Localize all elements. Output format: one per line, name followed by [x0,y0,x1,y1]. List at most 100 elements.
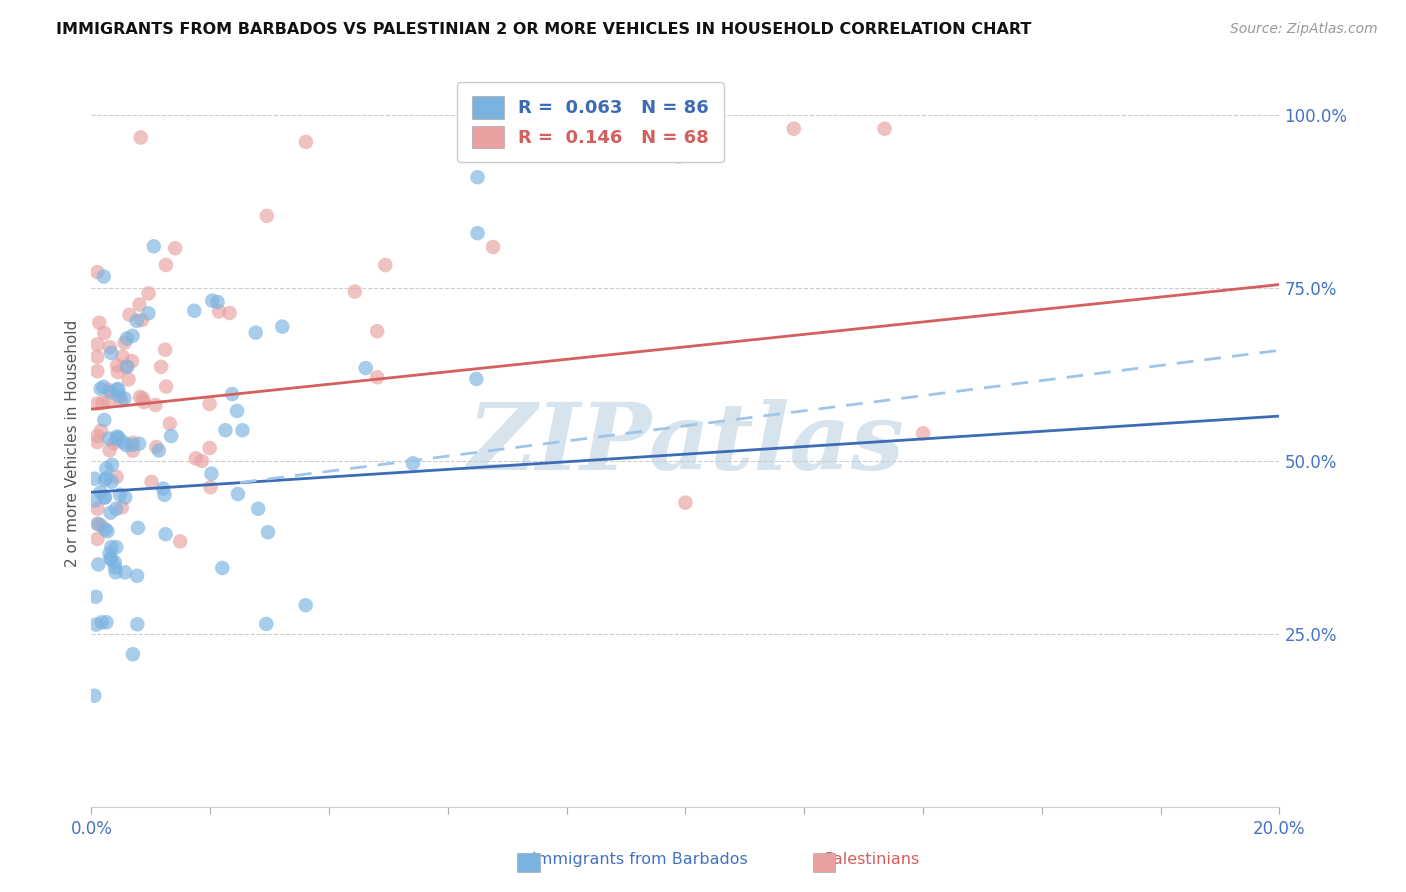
Point [100,475,122,489]
Point [105,383,128,397]
Point [105,540,128,554]
Point [105,359,128,373]
Point [153,343,176,357]
Point [105,470,128,484]
Point [183,303,205,318]
Point [129,130,152,145]
Point [155,379,177,393]
Point [138,306,160,320]
Point [668,150,690,164]
Point [271,319,294,334]
Point [128,436,150,450]
Point [93,473,115,487]
Point [128,297,150,311]
Point [90,424,112,438]
Point [148,443,170,458]
Point [366,370,388,384]
Point [165,241,187,255]
Y-axis label: 2 or more Vehicles in Household: 2 or more Vehicles in Household [65,320,80,567]
Point [142,239,165,253]
Point [402,456,425,470]
Point [343,285,366,299]
Point [482,240,505,254]
Point [115,332,138,346]
Point [911,426,934,441]
Point [138,286,160,301]
Text: Source: ZipAtlas.com: Source: ZipAtlas.com [1230,22,1378,37]
Point [108,488,131,502]
Point [467,170,489,185]
Point [91,396,114,410]
Point [100,385,122,400]
Point [121,438,143,452]
Point [83,472,105,486]
Point [90,518,112,533]
Point [103,436,125,450]
Point [207,295,229,310]
Point [94,491,117,505]
Point [201,293,224,308]
Point [117,359,139,374]
Point [104,565,127,579]
Point [86,337,108,351]
Point [152,482,174,496]
Point [132,392,155,406]
Point [673,495,696,509]
Point [121,329,143,343]
Point [86,364,108,378]
Point [131,313,153,327]
Point [86,396,108,410]
Point [98,432,121,446]
Text: IMMIGRANTS FROM BARBADOS VS PALESTINIAN 2 OR MORE VEHICLES IN HOUSEHOLD CORRELAT: IMMIGRANTS FROM BARBADOS VS PALESTINIAN … [56,22,1032,37]
Point [873,121,896,136]
Point [111,350,134,364]
Point [86,265,108,279]
Point [231,423,253,437]
Point [100,551,122,566]
Point [86,532,108,546]
Point [108,389,131,403]
Point [114,566,136,580]
Point [89,316,111,330]
Point [122,435,145,450]
Point [111,500,134,515]
Point [100,551,122,566]
Point [125,569,148,583]
Point [101,458,124,472]
Point [112,392,135,406]
Point [98,443,121,458]
Point [198,441,221,455]
Point [256,209,278,223]
Point [121,443,143,458]
Point [121,647,143,661]
Point [90,485,112,500]
Point [211,561,233,575]
Point [86,516,108,531]
Point [104,560,127,574]
Point [294,598,316,612]
Point [245,326,267,340]
Point [83,689,105,703]
Point [160,429,183,443]
Point [127,521,149,535]
Point [104,555,127,569]
Point [112,435,135,450]
Point [96,471,118,485]
Point [354,361,377,376]
Point [145,440,167,454]
Point [191,454,214,468]
Point [226,487,249,501]
Point [254,616,277,631]
Point [150,359,173,374]
Point [184,451,207,466]
Point [98,383,121,397]
Point [115,438,138,452]
Point [467,226,489,240]
Point [98,340,121,354]
Point [114,491,136,505]
Point [105,501,128,516]
Point [159,417,181,431]
Point [110,393,132,408]
Point [295,135,318,149]
Point [114,335,136,350]
